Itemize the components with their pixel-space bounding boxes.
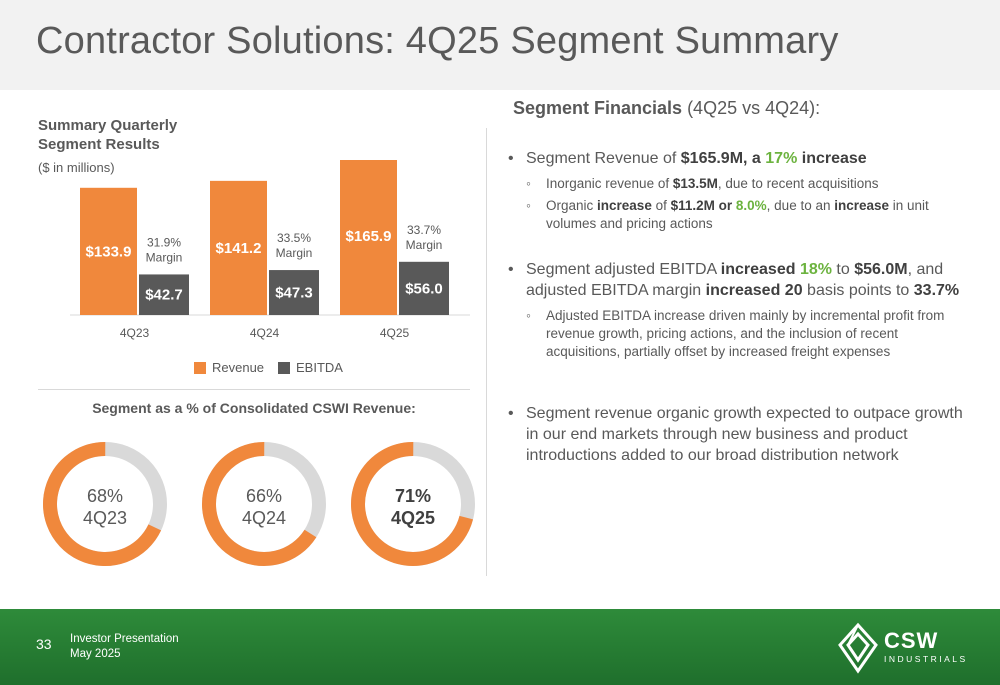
- legend-label-revenue: Revenue: [212, 360, 265, 375]
- bullet-ebitda-percent: 18%: [799, 261, 832, 278]
- ebitda-data-label: $56.0: [405, 280, 443, 297]
- footer-band: [0, 609, 1000, 685]
- footer-line-1: Investor Presentation: [70, 633, 179, 645]
- sub-bullet-organic-of: of: [651, 198, 671, 213]
- bullet-revenue: Segment Revenue of $165.9M, a 17% increa…: [506, 148, 972, 169]
- bar-chart-title: Summary Quarterly Segment Results: [38, 116, 177, 154]
- header-band: [0, 0, 1000, 90]
- sub-bullet-organic-increase-2: increase: [834, 198, 890, 213]
- donut-chart: 68%4Q23: [43, 442, 167, 566]
- left-divider: [38, 389, 470, 390]
- bullet-ebitda-bps: basis points to: [802, 282, 914, 299]
- revenue-data-label: $133.9: [86, 243, 132, 260]
- page-title: Contractor Solutions: 4Q25 Segment Summa…: [36, 20, 839, 62]
- sub-bullet-inorganic: Inorganic revenue of $13.5M, due to rece…: [506, 175, 972, 193]
- column-divider: [486, 128, 487, 576]
- donut-percent-label: 71%: [395, 486, 431, 506]
- ebitda-data-label: $47.3: [275, 285, 313, 302]
- sub-bullet-inorganic-rest: , due to recent acquisitions: [717, 176, 879, 191]
- donut-chart: 71%4Q25: [351, 442, 475, 566]
- sub-bullet-organic-rest: in unit volumes and pricing actions: [546, 198, 929, 231]
- financials-heading-bold: Segment Financials: [513, 98, 683, 118]
- bullet-ebitda-amount: $56.0M: [854, 261, 908, 278]
- bar-chart-title-line-1: Summary Quarterly: [38, 117, 178, 134]
- revenue-data-label: $141.2: [216, 240, 262, 257]
- bullet-outlook: Segment revenue organic growth expected …: [506, 403, 972, 466]
- margin-annotation: 33.7%: [407, 223, 441, 237]
- sub-bullet-ebitda-driver: Adjusted EBITDA increase driven mainly b…: [506, 307, 972, 361]
- sub-bullet-organic-text: Organic: [546, 198, 598, 213]
- donut-period-label: 4Q23: [83, 508, 127, 528]
- bar-chart: $133.9$42.731.9%Margin4Q23$141.2$47.333.…: [70, 160, 470, 340]
- sub-bullet-inorganic-text: Inorganic revenue of: [546, 176, 673, 191]
- sub-bullet-organic-amount: $11.2M or: [670, 198, 736, 213]
- footer-caption: Investor Presentation May 2025: [70, 632, 179, 662]
- bullet-revenue-text: Segment Revenue of: [526, 150, 681, 167]
- ebitda-data-label: $42.7: [145, 287, 183, 304]
- sub-bullet-inorganic-amount: $13.5M: [672, 176, 718, 191]
- ebitda-bar: [269, 270, 319, 315]
- financials-heading: Segment Financials (4Q25 vs 4Q24):: [513, 98, 820, 119]
- bullet-ebitda-to: to: [831, 261, 855, 278]
- legend-item-revenue: Revenue: [194, 360, 264, 375]
- logo-subtext: INDUSTRIALS: [884, 654, 968, 664]
- bullet-revenue-percent: 17%: [765, 150, 798, 167]
- bullet-revenue-amount: $165.9M, a: [680, 150, 766, 167]
- revenue-bar: [80, 187, 137, 315]
- revenue-bar: [210, 180, 267, 315]
- revenue-data-label: $165.9: [346, 228, 392, 245]
- bullet-ebitda-increased: increased: [720, 261, 800, 278]
- ebitda-bar: [139, 274, 189, 315]
- ebitda-bar: [399, 261, 449, 315]
- x-tick-label: 4Q25: [380, 326, 410, 340]
- sub-bullet-organic-percent: 8.0%: [735, 198, 767, 213]
- legend-item-ebitda: EBITDA: [278, 360, 343, 375]
- bullet-ebitda: Segment adjusted EBITDA increased 18% to…: [506, 259, 972, 301]
- margin-annotation: 33.5%: [277, 231, 311, 245]
- bullet-ebitda-margin-increase: increased 20: [705, 282, 803, 299]
- bar-chart-subtitle: ($ in millions): [38, 160, 115, 175]
- csw-logo: CSW INDUSTRIALS: [836, 622, 976, 674]
- donut-chart: 66%4Q24: [202, 442, 326, 566]
- margin-annotation: Margin: [146, 250, 183, 264]
- bullet-revenue-increase: increase: [797, 150, 867, 167]
- page-number: 33: [36, 636, 52, 652]
- x-tick-label: 4Q23: [120, 326, 150, 340]
- csw-logo-mark-icon: [838, 622, 878, 674]
- margin-annotation: Margin: [406, 238, 443, 252]
- bullet-ebitda-margin-value: 33.7%: [913, 282, 960, 299]
- legend-label-ebitda: EBITDA: [296, 360, 343, 375]
- bullet-ebitda-text: Segment adjusted EBITDA: [526, 261, 721, 278]
- donut-percent-label: 68%: [87, 486, 123, 506]
- financials-heading-rest: (4Q25 vs 4Q24):: [682, 98, 821, 118]
- footer-line-2: May 2025: [70, 648, 121, 660]
- donut-period-label: 4Q24: [242, 508, 286, 528]
- donut-section-title: Segment as a % of Consolidated CSWI Reve…: [92, 400, 416, 416]
- bar-chart-title-line-2: Segment Results: [38, 136, 160, 153]
- logo-wordmark: CSW: [884, 628, 939, 653]
- bar-chart-legend: Revenue EBITDA: [0, 360, 500, 380]
- margin-annotation: 31.9%: [147, 235, 181, 249]
- donut-period-label: 4Q25: [391, 508, 435, 528]
- sub-bullet-organic-increase: increase: [597, 198, 652, 213]
- x-tick-label: 4Q24: [250, 326, 280, 340]
- legend-swatch-revenue: [194, 361, 206, 374]
- financials-bullets: Segment Revenue of $165.9M, a 17% increa…: [506, 148, 972, 466]
- legend-swatch-ebitda: [278, 361, 290, 374]
- sub-bullet-organic: Organic increase of $11.2M or 8.0%, due …: [506, 197, 972, 233]
- sub-bullet-organic-due: , due to an: [766, 198, 835, 213]
- bullet-ebitda-margin-text: , and adjusted EBITDA margin: [526, 261, 944, 299]
- margin-annotation: Margin: [276, 246, 313, 260]
- revenue-bar: [340, 160, 397, 315]
- donut-percent-label: 66%: [246, 486, 282, 506]
